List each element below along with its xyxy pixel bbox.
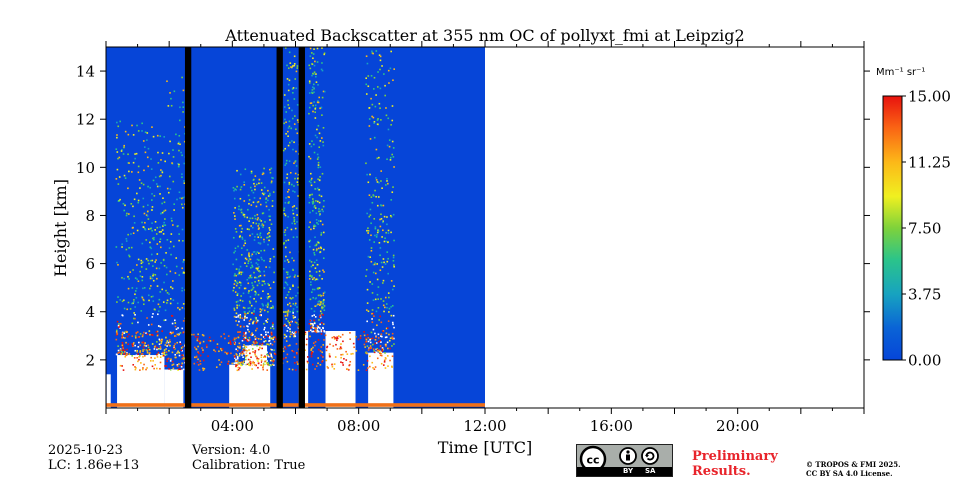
footer-version: Version: 4.0 — [192, 443, 271, 458]
x-tick-label: 16:00 — [590, 417, 633, 435]
svg-text:cc: cc — [586, 454, 599, 467]
surface-layer — [106, 403, 485, 407]
copyright-notice: © TROPOS & FMI 2025. CC BY SA 4.0 Licens… — [806, 460, 901, 478]
cc-license-badge: cc BY SA — [576, 444, 673, 477]
x-tick-label: 20:00 — [716, 417, 759, 435]
footer-date: 2025-10-23 — [48, 443, 123, 458]
no-signal-region — [368, 352, 394, 408]
y-axis-label: Height [km] — [51, 179, 70, 277]
colorbar-tick-label: 7.50 — [908, 220, 941, 238]
y-axis: 2 4 6 8 10 12 14 — [76, 63, 870, 369]
license-by-label: BY — [623, 467, 634, 475]
y-tick-label: 10 — [76, 159, 95, 177]
missing-data-gap — [276, 47, 283, 408]
colorbar-tick-label: 3.75 — [908, 286, 941, 304]
y-tick-label: 8 — [85, 207, 95, 225]
preliminary-line2: Results. — [692, 464, 751, 479]
x-axis-label: Time [UTC] — [438, 438, 532, 457]
license-sa-label: SA — [645, 467, 656, 475]
copyright-line1: © TROPOS & FMI 2025. — [806, 460, 901, 469]
x-axis: 04:00 08:00 12:00 16:00 20:00 — [105, 41, 865, 435]
chart-title: Attenuated Backscatter at 355 nm OC of p… — [224, 26, 744, 45]
colorbar — [882, 95, 903, 361]
y-tick-label: 2 — [85, 351, 95, 369]
missing-data-gap — [298, 47, 305, 408]
y-tick-label: 12 — [76, 111, 95, 129]
no-signal-region — [117, 355, 165, 408]
x-tick-label: 08:00 — [337, 417, 380, 435]
backscatter-background — [106, 47, 485, 408]
colorbar-ticks: 0.00 3.75 7.50 11.25 15.00 — [902, 88, 951, 370]
colorbar-tick-label: 15.00 — [908, 88, 951, 106]
no-signal-region — [106, 374, 111, 408]
preliminary-notice: Preliminary Results. — [692, 449, 778, 479]
colorbar-unit: Mm⁻¹ sr⁻¹ — [876, 67, 925, 78]
y-tick-label: 4 — [85, 303, 95, 321]
x-tick-label: 04:00 — [211, 417, 254, 435]
colorbar-tick-label: 11.25 — [908, 154, 951, 172]
footer-calibration: Calibration: True — [192, 458, 306, 473]
x-tick-label: 12:00 — [463, 417, 506, 435]
y-tick-label: 14 — [76, 63, 95, 81]
heatmap-field — [106, 47, 485, 408]
sa-sharealike-icon — [641, 447, 659, 465]
cc-logo-icon — [579, 445, 607, 469]
colorbar-tick-label: 0.00 — [908, 352, 941, 370]
no-signal-region — [164, 369, 184, 408]
copyright-line2: CC BY SA 4.0 License. — [806, 469, 893, 478]
aerosol-signal — [115, 47, 396, 372]
footer-lc: LC: 1.86e+13 — [48, 458, 140, 473]
y-tick-label: 6 — [85, 255, 95, 273]
missing-data-gap — [184, 47, 192, 408]
preliminary-line1: Preliminary — [692, 449, 778, 464]
no-signal-region — [325, 330, 356, 408]
